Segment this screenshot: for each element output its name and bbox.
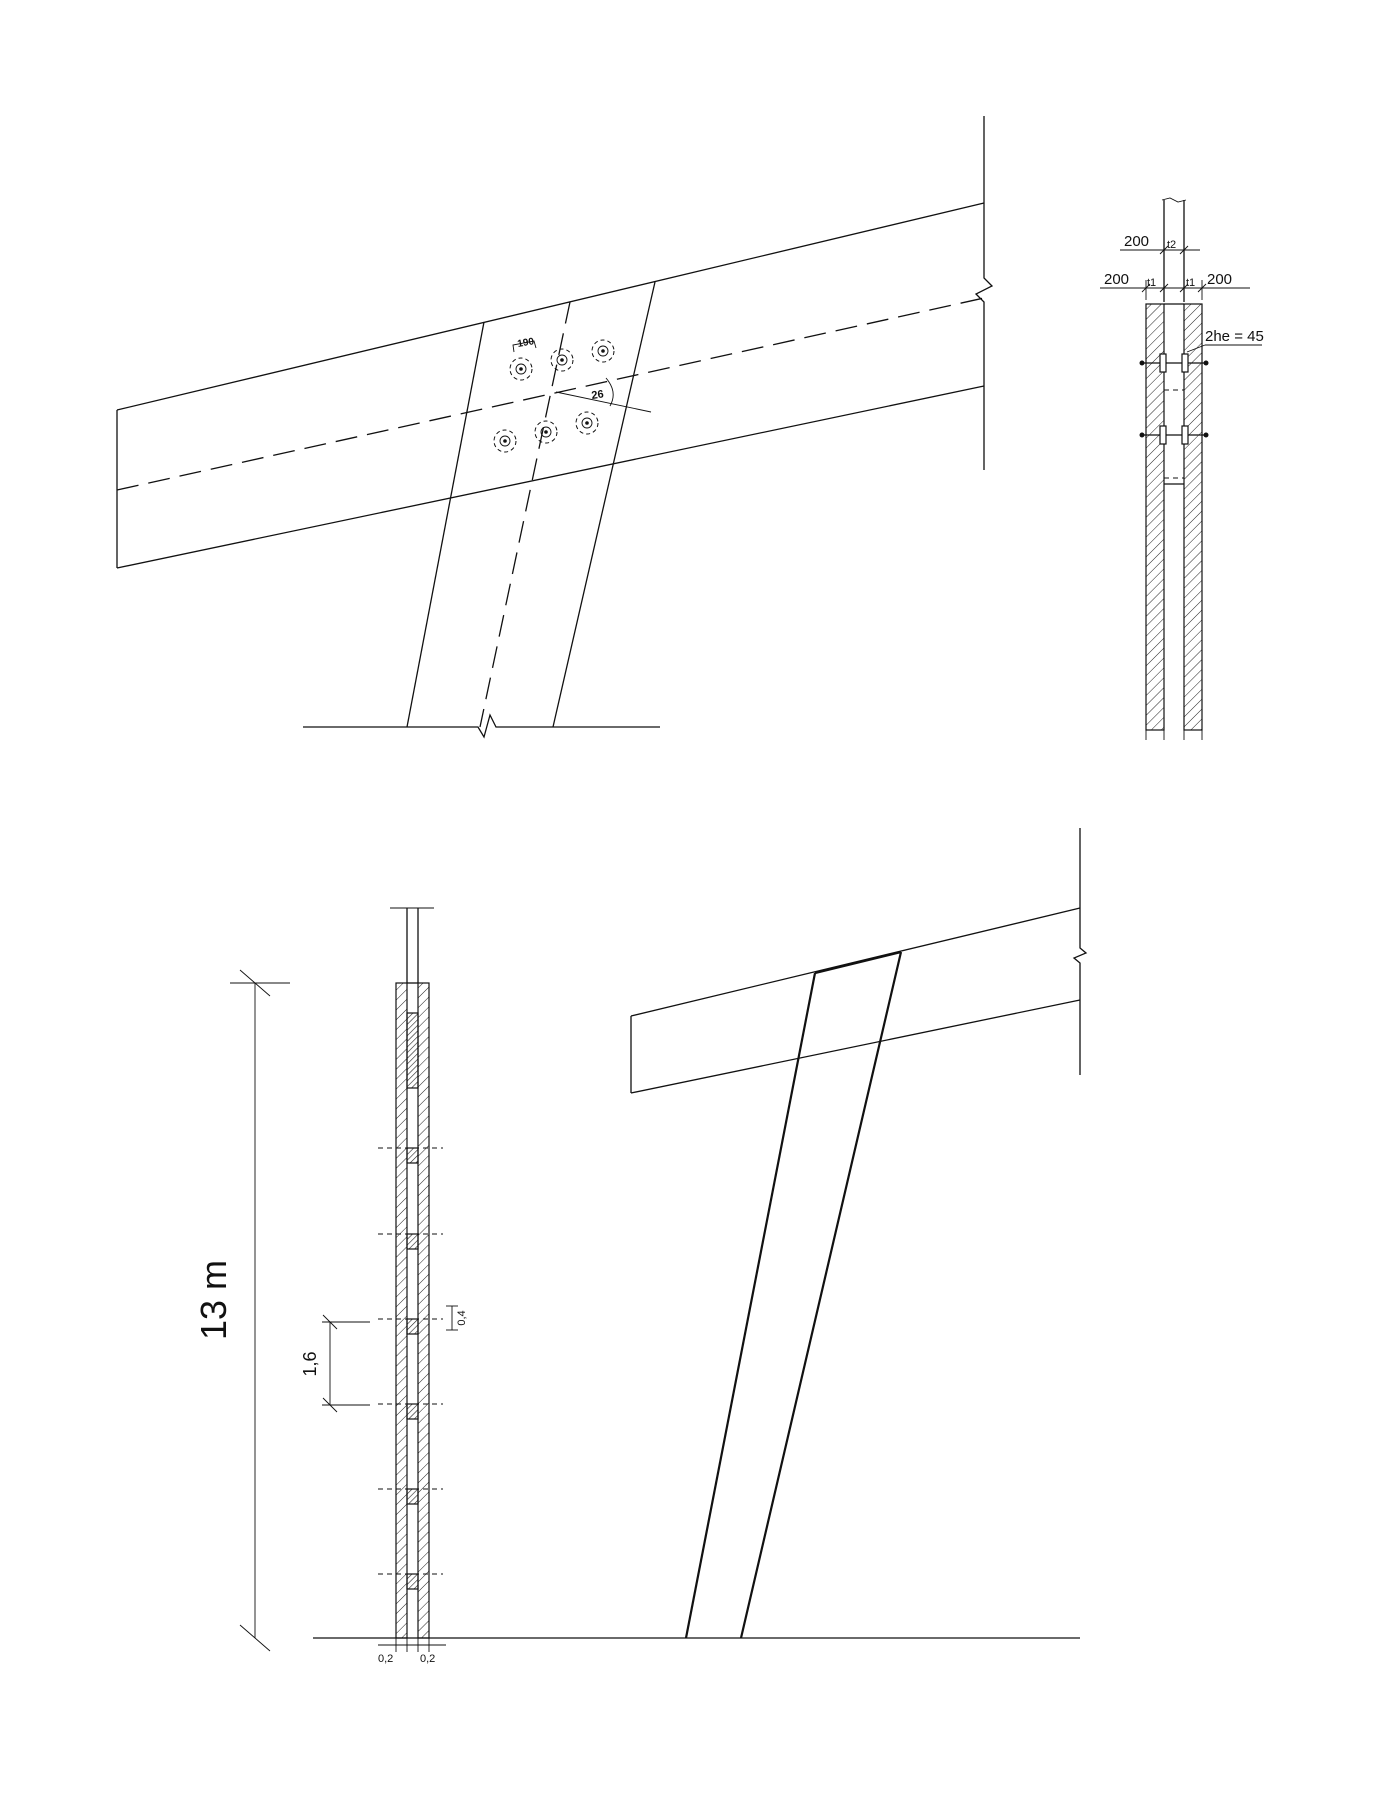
section-bolt-lower <box>1139 425 1209 445</box>
rafter-bottom-edge <box>116 385 985 569</box>
packer <box>406 1318 419 1335</box>
angle-arc <box>605 377 614 407</box>
post-top-edge <box>814 950 902 975</box>
spacing-label: 1,6 <box>300 1351 320 1376</box>
post-left-edge <box>406 321 485 728</box>
wall-line <box>1072 828 1088 1075</box>
column-top-packer <box>406 1012 419 1089</box>
packer <box>406 1573 419 1590</box>
bottom-dim-left: 0,2 <box>378 1653 393 1665</box>
column-elevation: 13 m 1,6 <box>193 907 468 1665</box>
column-flange-left <box>395 982 408 1639</box>
rafter-centerline <box>116 297 985 491</box>
height-label: 13 m <box>193 1260 234 1340</box>
bolt-icon <box>550 348 574 372</box>
bottom-dim-right: 0,2 <box>420 1653 435 1665</box>
post-right-edge <box>552 281 656 728</box>
dim-mid-t1-right: t1 <box>1186 277 1195 289</box>
dim-top-t2: t2 <box>1167 239 1176 251</box>
outer-member-right <box>1183 303 1203 731</box>
packer <box>406 1403 419 1420</box>
bolt-group <box>493 339 615 453</box>
column-flange-right <box>417 982 430 1639</box>
packer <box>406 1233 419 1250</box>
post-left-edge <box>684 972 817 1639</box>
post-centerline <box>479 301 571 728</box>
packer-group <box>378 1147 443 1590</box>
outer-member-left <box>1145 303 1165 731</box>
bolt-spacing-dimension <box>512 340 537 353</box>
cross-section: 200 t2 200 t1 t1 200 <box>1100 197 1264 740</box>
dim-mid-right: 200 <box>1207 271 1232 288</box>
dim-top-left: 200 <box>1124 233 1149 250</box>
angle-reference-line <box>555 391 652 413</box>
section-bolt-upper <box>1139 353 1209 373</box>
post-right-edge <box>739 951 903 1639</box>
bolt-icon <box>493 429 517 453</box>
bolt-spacing-label: 190 <box>517 336 536 350</box>
rafter-top-edge <box>116 202 985 411</box>
gap-leader <box>1186 344 1206 353</box>
elevation-view <box>313 828 1088 1639</box>
angle-label: 26 <box>591 388 605 402</box>
ground-break-line <box>303 713 660 739</box>
bolt-icon <box>575 411 599 435</box>
joint-detail: 190 26 <box>116 116 994 739</box>
gap-label: 2he = 45 <box>1205 328 1264 345</box>
rafter-bottom-edge <box>630 999 1081 1094</box>
wall-break-line <box>974 116 994 470</box>
packer-label: 0,4 <box>456 1310 468 1325</box>
packer <box>406 1147 419 1164</box>
packer <box>406 1488 419 1505</box>
dim-mid-t1-left: t1 <box>1147 277 1156 289</box>
middle-member-break <box>1161 197 1187 203</box>
bolt-icon <box>509 357 533 381</box>
bolt-icon <box>591 339 615 363</box>
bolt-icon <box>534 420 558 444</box>
dim-mid-left: 200 <box>1104 271 1129 288</box>
